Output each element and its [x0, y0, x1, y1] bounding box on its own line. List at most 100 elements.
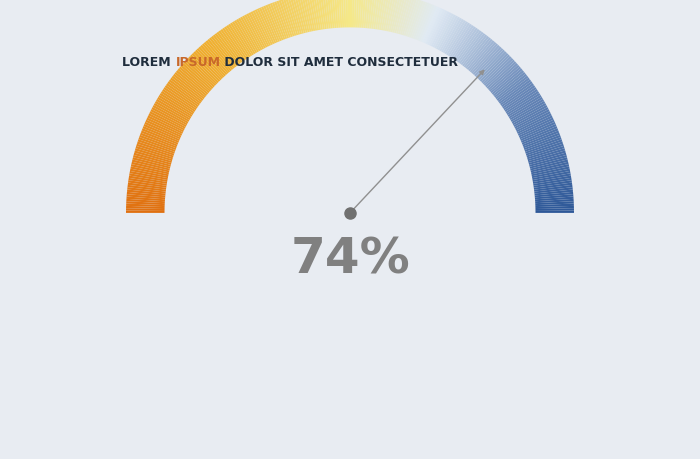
- Wedge shape: [158, 98, 191, 119]
- Wedge shape: [155, 102, 190, 123]
- Wedge shape: [141, 129, 178, 146]
- Wedge shape: [530, 158, 568, 169]
- Wedge shape: [129, 176, 167, 185]
- Wedge shape: [475, 49, 503, 78]
- Wedge shape: [226, 26, 249, 59]
- Wedge shape: [500, 82, 533, 106]
- Wedge shape: [518, 118, 554, 136]
- Wedge shape: [172, 77, 204, 101]
- Wedge shape: [521, 127, 557, 144]
- Wedge shape: [486, 62, 517, 90]
- Wedge shape: [510, 100, 544, 121]
- Wedge shape: [525, 140, 562, 154]
- Wedge shape: [324, 0, 330, 29]
- Wedge shape: [315, 0, 323, 31]
- Wedge shape: [130, 172, 168, 181]
- Wedge shape: [169, 80, 201, 105]
- Wedge shape: [371, 0, 378, 30]
- Wedge shape: [379, 0, 387, 31]
- Wedge shape: [270, 4, 286, 41]
- Wedge shape: [433, 13, 452, 49]
- Wedge shape: [193, 52, 222, 81]
- Wedge shape: [514, 108, 549, 128]
- Wedge shape: [127, 197, 165, 202]
- Wedge shape: [356, 0, 359, 28]
- Wedge shape: [267, 5, 284, 41]
- Wedge shape: [173, 75, 204, 100]
- Wedge shape: [126, 209, 164, 212]
- Wedge shape: [146, 118, 182, 136]
- Wedge shape: [128, 179, 167, 186]
- Wedge shape: [259, 8, 276, 45]
- Wedge shape: [228, 25, 251, 58]
- Wedge shape: [303, 0, 314, 33]
- Wedge shape: [255, 10, 273, 46]
- Wedge shape: [503, 86, 536, 109]
- Wedge shape: [274, 2, 289, 39]
- Wedge shape: [514, 110, 550, 129]
- Wedge shape: [290, 0, 302, 35]
- Wedge shape: [129, 174, 167, 183]
- Wedge shape: [146, 120, 181, 138]
- Wedge shape: [396, 0, 408, 34]
- Wedge shape: [535, 190, 573, 196]
- Wedge shape: [161, 92, 195, 114]
- Wedge shape: [474, 47, 502, 77]
- Wedge shape: [442, 20, 464, 54]
- Wedge shape: [190, 56, 219, 84]
- Wedge shape: [510, 102, 545, 123]
- Wedge shape: [276, 1, 290, 39]
- Wedge shape: [297, 0, 307, 34]
- Wedge shape: [522, 129, 559, 146]
- Wedge shape: [529, 156, 567, 168]
- Wedge shape: [338, 0, 342, 28]
- Wedge shape: [482, 57, 512, 85]
- Wedge shape: [242, 17, 262, 51]
- Wedge shape: [535, 199, 574, 204]
- Wedge shape: [383, 0, 392, 32]
- Wedge shape: [128, 183, 166, 190]
- Wedge shape: [400, 0, 412, 36]
- Wedge shape: [363, 0, 369, 29]
- Wedge shape: [440, 17, 460, 52]
- Wedge shape: [181, 66, 211, 93]
- Wedge shape: [362, 0, 366, 29]
- Wedge shape: [313, 0, 321, 31]
- Wedge shape: [343, 0, 346, 28]
- Wedge shape: [216, 33, 241, 65]
- Wedge shape: [532, 169, 570, 179]
- Wedge shape: [345, 0, 348, 28]
- Wedge shape: [230, 23, 252, 57]
- Wedge shape: [477, 50, 505, 80]
- Wedge shape: [449, 25, 472, 58]
- Wedge shape: [163, 88, 197, 111]
- Wedge shape: [179, 67, 209, 94]
- Wedge shape: [526, 145, 564, 158]
- Wedge shape: [204, 43, 230, 73]
- Wedge shape: [134, 153, 172, 166]
- Wedge shape: [336, 0, 340, 29]
- Wedge shape: [131, 165, 169, 175]
- Wedge shape: [272, 3, 287, 40]
- Wedge shape: [370, 0, 376, 29]
- Wedge shape: [215, 34, 239, 66]
- Wedge shape: [533, 176, 571, 185]
- Wedge shape: [534, 188, 573, 194]
- Wedge shape: [238, 19, 259, 53]
- Wedge shape: [424, 8, 441, 45]
- Wedge shape: [527, 146, 564, 160]
- Wedge shape: [162, 90, 195, 112]
- Wedge shape: [519, 123, 556, 140]
- Wedge shape: [505, 92, 539, 114]
- Wedge shape: [496, 75, 527, 100]
- Wedge shape: [164, 86, 197, 109]
- Wedge shape: [411, 2, 426, 39]
- Wedge shape: [531, 165, 569, 175]
- Wedge shape: [462, 35, 487, 67]
- Wedge shape: [524, 138, 561, 152]
- Wedge shape: [128, 181, 167, 188]
- Wedge shape: [132, 160, 170, 171]
- Wedge shape: [493, 71, 524, 97]
- Wedge shape: [517, 116, 553, 134]
- Wedge shape: [283, 0, 296, 37]
